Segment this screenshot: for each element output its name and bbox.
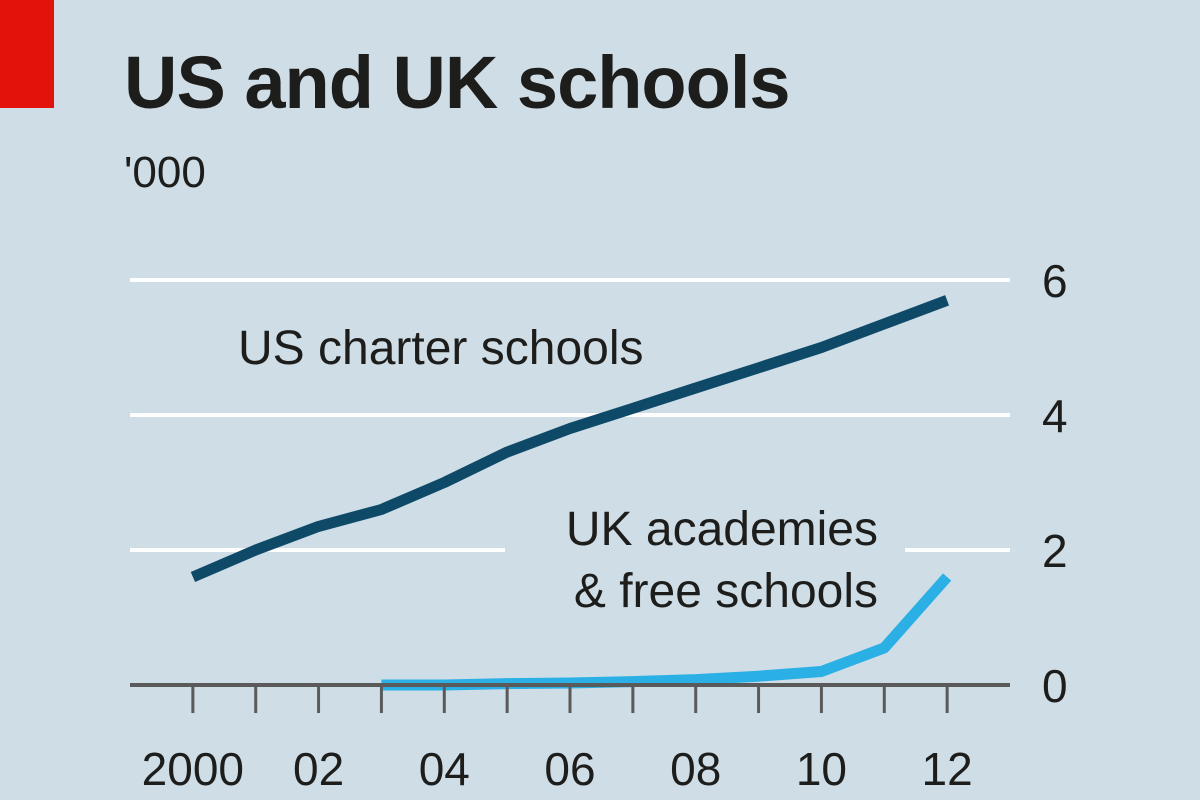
us-charter-schools-line xyxy=(190,295,950,583)
x-tick-label: 02 xyxy=(293,743,344,795)
x-tick-label: 06 xyxy=(544,743,595,795)
y-tick-label: 2 xyxy=(1042,525,1068,577)
x-tick-label: 2000 xyxy=(142,743,244,795)
unit-label: '000 xyxy=(124,148,206,197)
us-series-label: US charter schools xyxy=(238,322,644,375)
y-tick-label: 4 xyxy=(1042,390,1068,442)
uk-series-label: UK academies xyxy=(566,503,878,556)
y-tick-label: 6 xyxy=(1042,255,1068,307)
x-tick-label: 10 xyxy=(796,743,847,795)
y-tick-label: 0 xyxy=(1042,660,1068,712)
chart-title: US and UK schools xyxy=(124,41,791,124)
x-tick-label: 04 xyxy=(419,743,470,795)
red-corner-tag xyxy=(0,0,54,108)
x-tick-label: 12 xyxy=(922,743,973,795)
uk-series-label: & free schools xyxy=(574,565,878,618)
x-tick-label: 08 xyxy=(670,743,721,795)
